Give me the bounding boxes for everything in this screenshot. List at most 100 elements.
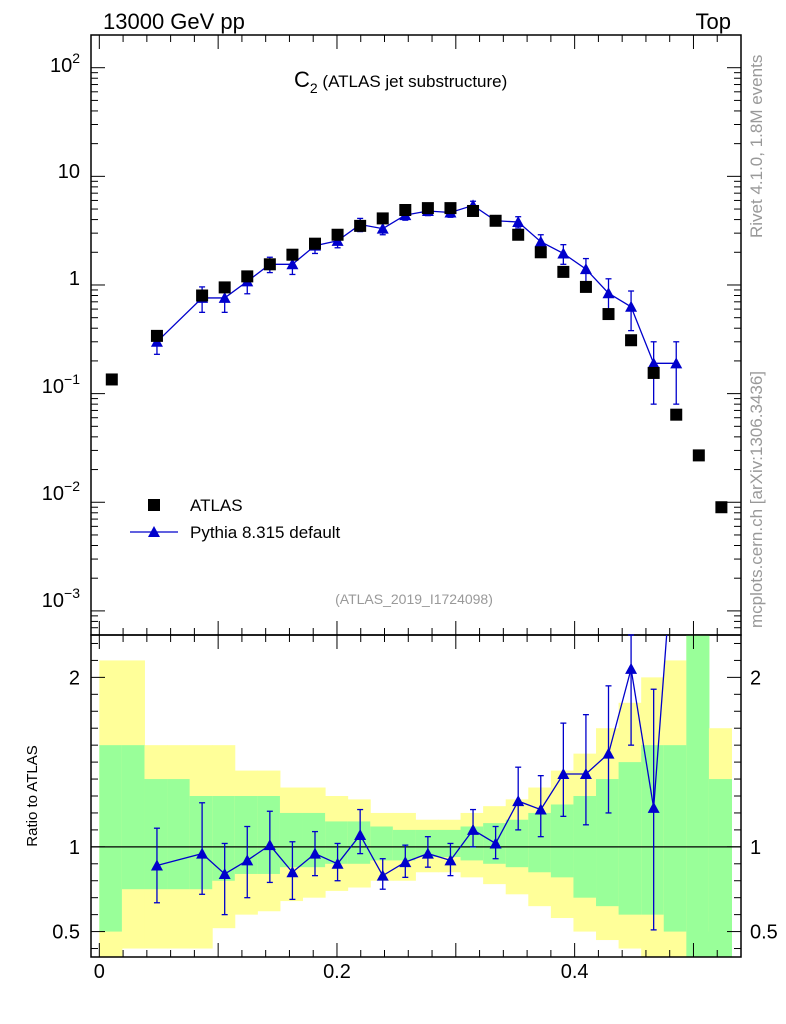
atlas-point xyxy=(376,212,389,225)
atlas-point xyxy=(421,202,434,215)
ratio-y-tick-label: 0.5 xyxy=(52,922,80,944)
atlas-point xyxy=(647,366,660,379)
legend-atlas-label: ATLAS xyxy=(190,496,243,515)
ratio-pythia-point xyxy=(354,828,367,840)
band-inner-bin xyxy=(708,779,732,957)
band-inner-bin xyxy=(189,796,213,890)
band-inner-bin xyxy=(686,635,710,957)
band-inner-bin xyxy=(279,812,304,868)
atlas-point xyxy=(489,214,502,227)
x-tick-label: 0.2 xyxy=(323,961,351,983)
ratio-pythia-point xyxy=(150,859,163,871)
ratio-pythia-point xyxy=(625,662,638,674)
ratio-pythia-point xyxy=(399,856,412,868)
atlas-point xyxy=(196,289,209,302)
band-inner-bin xyxy=(618,762,642,915)
atlas-point xyxy=(241,270,254,283)
mcplots-label: mcplots.cern.ch [arXiv:1306.3436] xyxy=(747,371,766,628)
ratio-y-tick-label-right: 0.5 xyxy=(750,922,778,944)
pythia-point xyxy=(286,258,299,270)
pythia-point xyxy=(557,247,570,259)
header-left: 13000 GeV pp xyxy=(103,9,245,34)
band-inner-bin xyxy=(641,745,665,915)
x-tick-label: 0.4 xyxy=(561,961,589,983)
ratio-y-tick-label: 1 xyxy=(69,837,80,859)
x-ticks xyxy=(98,635,742,957)
band-inner-bin xyxy=(212,796,236,881)
atlas-point xyxy=(557,265,570,278)
atlas-point xyxy=(105,373,118,386)
legend-pythia-marker xyxy=(148,526,160,537)
pythia-line xyxy=(156,204,677,364)
atlas-point xyxy=(670,408,683,421)
main-frame xyxy=(90,34,742,636)
ratio-pythia-point xyxy=(218,867,231,879)
band-inner-bin xyxy=(550,804,574,878)
ratio-pythia-point xyxy=(489,837,502,849)
band-inner-bin xyxy=(505,819,529,868)
pythia-point xyxy=(602,287,615,299)
ratio-pythia-point xyxy=(602,747,615,759)
atlas-point xyxy=(286,248,299,261)
ratio-pythia-point xyxy=(647,801,660,813)
main-y-tick-labels: 102 10 1 10−1 10−2 10−3 xyxy=(42,50,80,612)
main-y-ticks xyxy=(91,34,741,636)
legend-atlas-marker xyxy=(148,499,160,511)
atlas-point xyxy=(715,501,728,514)
band-inner-bin xyxy=(528,812,552,873)
ratio-bands xyxy=(99,635,732,957)
atlas-point xyxy=(602,308,615,321)
ratio-pythia-point xyxy=(241,854,254,866)
pythia-point xyxy=(218,291,231,303)
atlas-point xyxy=(263,258,276,271)
rivet-label: Rivet 4.1.0, 1.8M events xyxy=(747,55,766,238)
ratio-pythia-point xyxy=(467,823,480,835)
ratio-y-tick-label-right: 2 xyxy=(750,667,761,689)
band-inner-bin xyxy=(234,796,258,874)
ratio-pythia-point xyxy=(512,795,525,807)
band-inner-bin xyxy=(257,796,281,874)
atlas-point xyxy=(625,334,638,347)
analysis-id: (ATLAS_2019_I1724098) xyxy=(335,591,493,607)
ratio-y-label: Ratio to ATLAS xyxy=(24,745,41,846)
band-inner-bin xyxy=(144,779,168,890)
band-inner-bin xyxy=(460,826,484,861)
pythia-point xyxy=(625,300,638,312)
y-tick-label-1: 1 xyxy=(69,268,80,290)
atlas-point xyxy=(579,280,592,293)
atlas-point xyxy=(308,237,321,250)
chart-title: C2 (ATLAS jet substructure) xyxy=(294,67,507,96)
ratio-plot: 0.5 0.5 1 1 2 2 0 0.2 0.4 xyxy=(52,634,778,983)
ratio-pythia-point xyxy=(579,767,592,779)
ratio-pythia-point xyxy=(331,857,344,869)
atlas-point xyxy=(467,204,480,217)
pythia-point xyxy=(579,263,592,275)
atlas-point xyxy=(444,202,457,215)
main-plot xyxy=(90,34,742,636)
pythia-point xyxy=(512,215,525,227)
y-tick-label-100: 102 xyxy=(50,50,80,77)
y-tick-label-0.1: 10−1 xyxy=(42,371,80,398)
band-inner-bin xyxy=(415,829,439,858)
ratio-pythia-point xyxy=(534,803,547,815)
y-tick-label-0.01: 10−2 xyxy=(42,478,80,505)
ratio-pythia-point xyxy=(444,854,457,866)
atlas-point xyxy=(150,329,163,342)
ratio-pythia-point xyxy=(263,839,276,851)
ratio-y-ticks xyxy=(91,642,741,950)
ratio-y-tick-label-right: 1 xyxy=(750,837,761,859)
band-inner-bin xyxy=(370,826,394,861)
atlas-point xyxy=(399,203,412,216)
band-inner-bin xyxy=(347,821,371,864)
atlas-point xyxy=(692,449,705,462)
ratio-pythia-point xyxy=(196,847,209,859)
legend-pythia-label: Pythia 8.315 default xyxy=(190,523,341,542)
y-tick-label-10: 10 xyxy=(58,161,80,183)
atlas-point xyxy=(331,228,344,241)
ratio-y-tick-label: 2 xyxy=(69,667,80,689)
band-inner-bin xyxy=(302,812,326,868)
ratio-pythia-point xyxy=(308,847,321,859)
pythia-point xyxy=(534,235,547,247)
atlas-point xyxy=(512,228,525,241)
